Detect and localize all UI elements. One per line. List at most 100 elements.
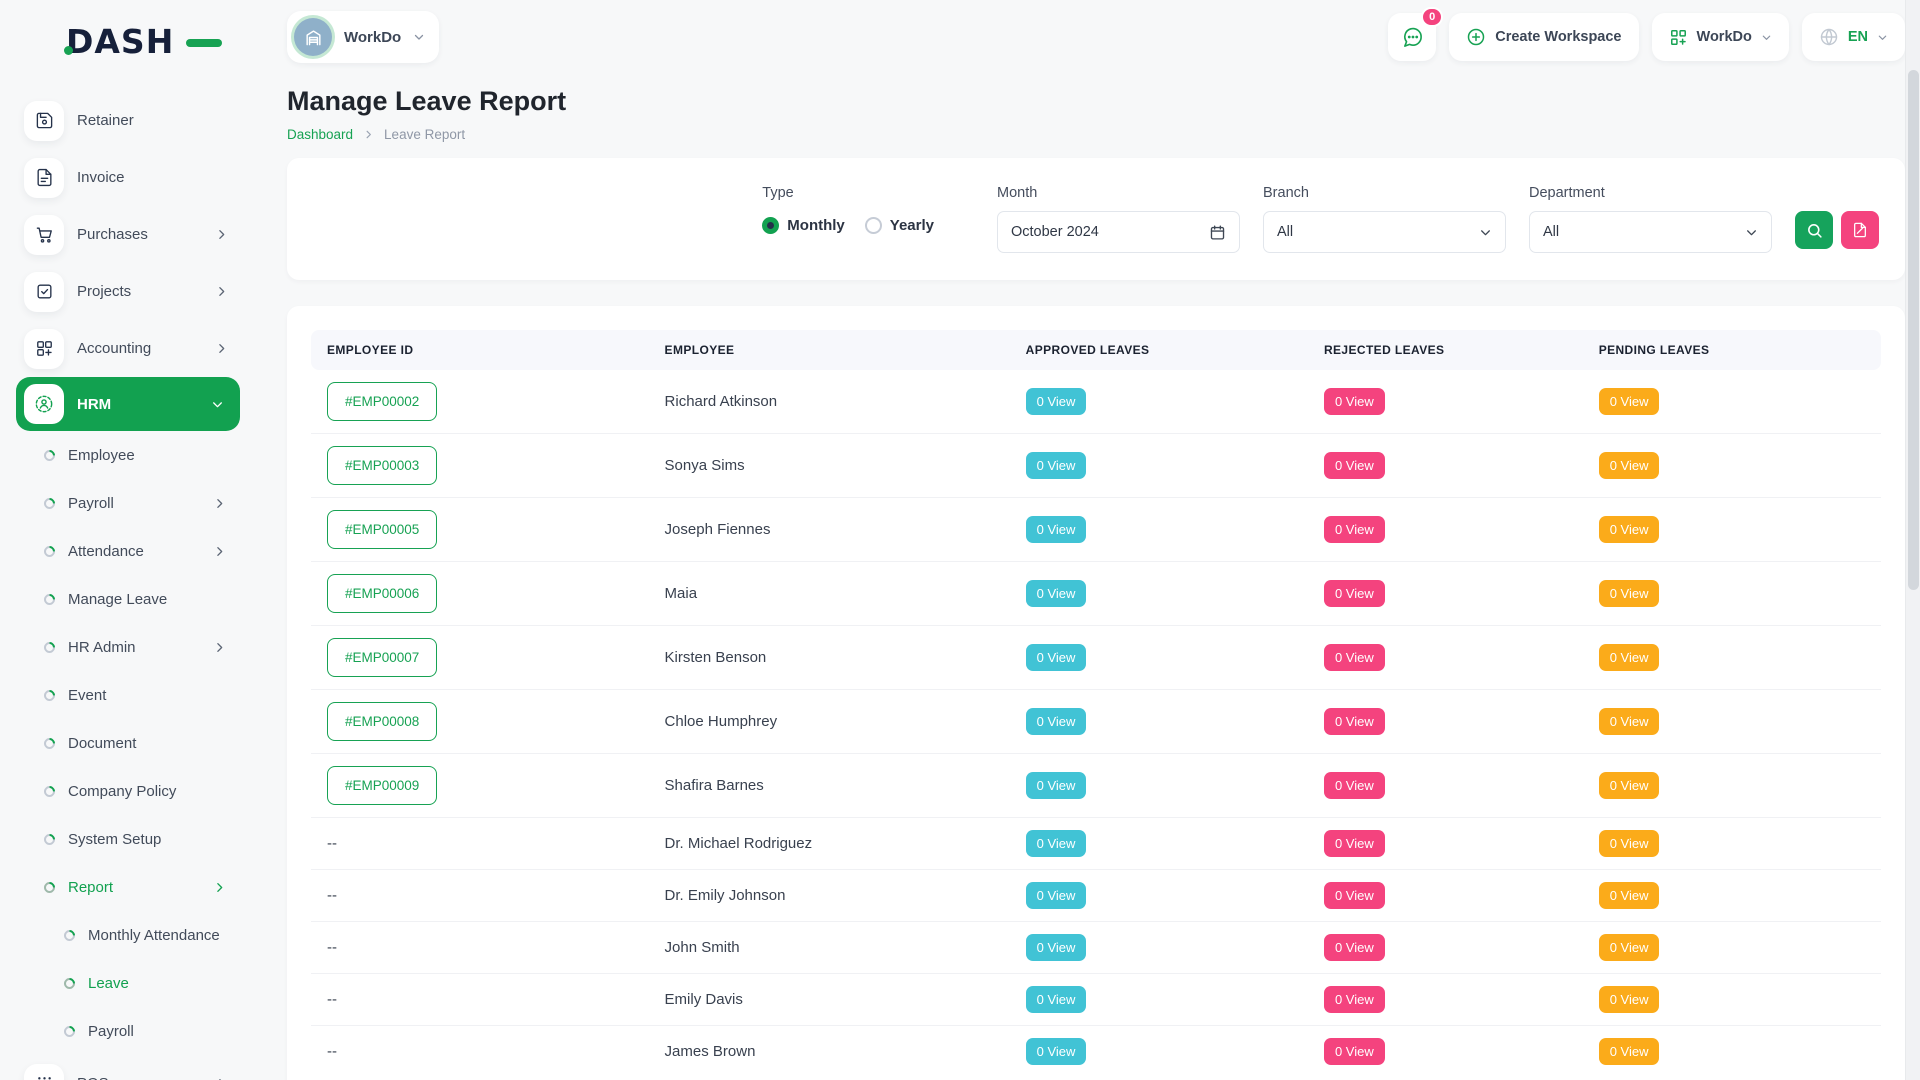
brand-logo[interactable]: DASH [64,22,222,62]
rejected-leaves-badge[interactable]: 0 View [1323,452,1385,479]
logo-dot-accent [64,46,73,55]
approved-leaves-badge[interactable]: 0 View [1025,986,1087,1013]
rejected-leaves-badge[interactable]: 0 View [1323,580,1385,607]
sidebar-item-hrm[interactable]: HRM [16,377,240,431]
rejected-leaves-badge[interactable]: 0 View [1323,644,1385,671]
rejected-leaves-badge[interactable]: 0 View [1323,882,1385,909]
month-date-input[interactable]: October 2024 [997,211,1240,253]
sidebar-subitem-event[interactable]: Event [0,671,248,719]
type-radio-monthly[interactable]: Monthly [762,217,845,234]
breadcrumb-dashboard-link[interactable]: Dashboard [287,127,354,142]
approved-leaves-badge[interactable]: 0 View [1025,1038,1087,1065]
sidebar-subitem-company-policy[interactable]: Company Policy [0,767,248,815]
sidebar-item-label: Retainer [77,112,134,129]
sidebar-subitem-attendance[interactable]: Attendance [0,527,248,575]
breadcrumb-current: Leave Report [384,127,466,142]
rejected-leaves-badge[interactable]: 0 View [1323,516,1385,543]
bullet-ring-icon [41,687,58,703]
language-selector[interactable]: EN [1801,13,1905,61]
pending-leaves-badge[interactable]: 0 View [1598,772,1660,799]
pending-leaves-badge[interactable]: 0 View [1598,1038,1660,1065]
employee-id-chip[interactable]: #EMP00007 [327,638,438,677]
pending-leaves-badge[interactable]: 0 View [1598,388,1660,415]
column-header-employee-id: EMPLOYEE ID [311,330,649,370]
sidebar-item-accounting[interactable]: Accounting [0,320,248,377]
approved-leaves-badge[interactable]: 0 View [1025,882,1087,909]
pending-leaves-badge[interactable]: 0 View [1598,934,1660,961]
pending-leaves-badge[interactable]: 0 View [1598,830,1660,857]
vertical-scrollbar[interactable] [1905,0,1920,1080]
type-radio-yearly[interactable]: Yearly [864,217,934,234]
approved-leaves-badge[interactable]: 0 View [1025,772,1087,799]
sidebar-subitem-label: Manage Leave [68,590,168,608]
sidebar-subitem-monthly-attendance[interactable]: Monthly Attendance [0,911,248,959]
pending-leaves-badge[interactable]: 0 View [1598,516,1660,543]
employee-id-chip[interactable]: #EMP00008 [327,702,438,741]
sidebar-subitem-hr-admin[interactable]: HR Admin [0,623,248,671]
sidebar-subitem-employee[interactable]: Employee [0,431,248,479]
department-select[interactable]: All [1529,211,1772,253]
reset-button[interactable] [1841,211,1879,249]
employee-id-chip[interactable]: #EMP00003 [327,446,438,485]
employee-name: Joseph Fiennes [664,521,771,538]
messages-button[interactable]: 0 [1388,7,1444,61]
sidebar-subitem-leave[interactable]: Leave [0,959,248,1007]
column-header-employee: EMPLOYEE [648,330,1010,370]
sidebar-item-purchases[interactable]: Purchases [0,206,248,263]
sidebar-item-projects[interactable]: Projects [0,263,248,320]
pending-leaves-badge[interactable]: 0 View [1598,580,1660,607]
pending-leaves-badge[interactable]: 0 View [1598,882,1660,909]
sidebar-item-label: Purchases [77,226,148,243]
rejected-leaves-badge[interactable]: 0 View [1323,1038,1385,1065]
rejected-leaves-badge[interactable]: 0 View [1323,388,1385,415]
pending-leaves-badge[interactable]: 0 View [1598,452,1660,479]
pending-leaves-badge[interactable]: 0 View [1598,986,1660,1013]
chevron-right-icon [213,881,226,894]
accounting-icon [24,328,64,369]
pending-leaves-badge[interactable]: 0 View [1598,644,1660,671]
sidebar-item-pos[interactable]: POS [0,1055,248,1080]
app-menu-button[interactable]: WorkDo [1651,13,1789,61]
workspace-selector[interactable]: WorkDo [287,11,440,63]
employee-id-chip[interactable]: #EMP00005 [327,510,438,549]
sidebar-subitem-payroll[interactable]: Payroll [0,479,248,527]
employee-id-chip[interactable]: #EMP00009 [327,766,438,805]
sidebar-subitem-label: Document [68,734,137,752]
chevron-right-icon [213,497,226,510]
sidebar-item-retainer[interactable]: Retainer [0,92,248,149]
rejected-leaves-badge[interactable]: 0 View [1323,986,1385,1013]
sidebar-subitem-document[interactable]: Document [0,719,248,767]
sidebar-subitem-label: Attendance [68,542,144,560]
approved-leaves-badge[interactable]: 0 View [1025,708,1087,735]
sidebar-subitem-report[interactable]: Report [0,863,248,911]
chevron-right-icon [215,342,228,355]
employee-id-chip[interactable]: #EMP00006 [327,574,438,613]
rejected-leaves-badge[interactable]: 0 View [1323,708,1385,735]
sidebar-subitem-payroll[interactable]: Payroll [0,1007,248,1055]
search-button[interactable] [1795,211,1833,249]
rejected-leaves-badge[interactable]: 0 View [1323,772,1385,799]
approved-leaves-badge[interactable]: 0 View [1025,452,1087,479]
approved-leaves-badge[interactable]: 0 View [1025,934,1087,961]
sidebar-item-invoice[interactable]: Invoice [0,149,248,206]
chevron-down-icon [211,398,224,411]
globe-icon [1819,27,1839,47]
sidebar-subitem-label: Leave [88,974,129,992]
sidebar-item-label: Accounting [77,340,152,357]
radio-checked-icon [762,217,780,234]
approved-leaves-badge[interactable]: 0 View [1025,580,1087,607]
approved-leaves-badge[interactable]: 0 View [1025,516,1087,543]
rejected-leaves-badge[interactable]: 0 View [1323,934,1385,961]
approved-leaves-badge[interactable]: 0 View [1025,644,1087,671]
sidebar-subitem-system-setup[interactable]: System Setup [0,815,248,863]
scrollbar-thumb[interactable] [1908,70,1919,590]
rejected-leaves-badge[interactable]: 0 View [1323,830,1385,857]
approved-leaves-badge[interactable]: 0 View [1025,388,1087,415]
sidebar-subitem-manage-leave[interactable]: Manage Leave [0,575,248,623]
month-label: Month [997,185,1038,201]
employee-id-chip[interactable]: #EMP00002 [327,382,438,421]
approved-leaves-badge[interactable]: 0 View [1025,830,1087,857]
branch-select[interactable]: All [1263,211,1506,253]
create-workspace-button[interactable]: Create Workspace [1449,13,1639,61]
pending-leaves-badge[interactable]: 0 View [1598,708,1660,735]
